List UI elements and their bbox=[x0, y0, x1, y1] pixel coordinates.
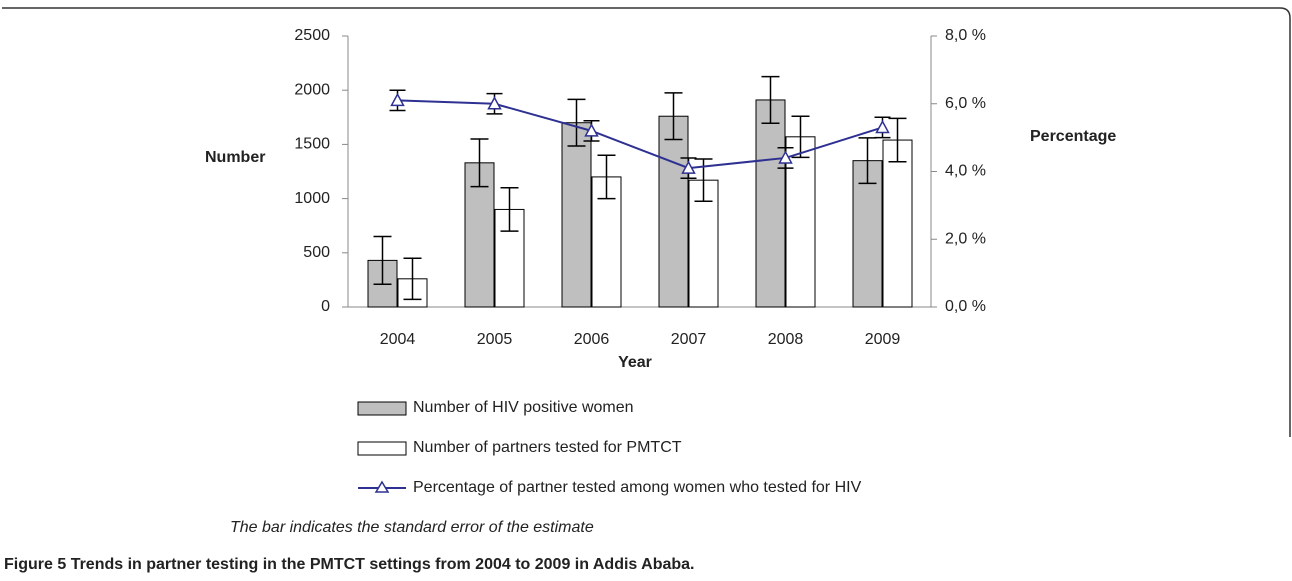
line bbox=[397, 99, 883, 170]
error-bar bbox=[470, 138, 489, 188]
marker bbox=[487, 96, 502, 110]
frame bbox=[2, 7, 1291, 437]
x-tick-label: 2006 bbox=[574, 331, 610, 348]
y-tick-label: 0 bbox=[321, 298, 330, 315]
error-bar bbox=[403, 257, 422, 301]
x-tick-label: 2009 bbox=[865, 331, 901, 348]
caption: Figure 5 Trends in partner testing in th… bbox=[4, 556, 695, 573]
y2-tick-label: 6,0 % bbox=[945, 95, 986, 112]
marker bbox=[778, 150, 793, 164]
marker bbox=[875, 119, 890, 134]
legend-label: Number of HIV positive women bbox=[413, 399, 634, 416]
bar bbox=[882, 139, 913, 308]
y2-tick-label: 0,0 % bbox=[945, 298, 986, 315]
y2-tick-label: 8,0 % bbox=[945, 27, 986, 44]
error-bar bbox=[888, 117, 907, 163]
y-axis-label: Number bbox=[205, 149, 265, 166]
legend-swatch bbox=[357, 441, 407, 456]
x-tick-label: 2008 bbox=[768, 331, 804, 348]
y-tick-label: 1500 bbox=[294, 136, 330, 153]
marker bbox=[390, 92, 405, 107]
error-bar bbox=[858, 137, 877, 185]
caption-text: Trends in partner testing in the PMTCT s… bbox=[71, 556, 695, 573]
legend-label: Number of partners tested for PMTCT bbox=[413, 439, 682, 456]
y-tick-label: 2500 bbox=[294, 27, 330, 44]
error-bar bbox=[597, 154, 616, 200]
caption-label: Figure 5 bbox=[4, 556, 66, 573]
bar bbox=[852, 160, 883, 308]
legend-swatch bbox=[357, 401, 407, 416]
y2-tick-label: 4,0 % bbox=[945, 163, 986, 180]
x-tick-label: 2004 bbox=[380, 331, 416, 348]
y-tick-label: 500 bbox=[303, 244, 330, 261]
y2-axis-label: Percentage bbox=[1030, 128, 1116, 145]
bar bbox=[755, 99, 786, 308]
error-bar bbox=[761, 75, 780, 125]
bar bbox=[561, 122, 592, 308]
error-bar bbox=[567, 98, 586, 147]
error-bar bbox=[791, 115, 810, 159]
error-bar bbox=[500, 187, 519, 232]
y2-tick-label: 2,0 % bbox=[945, 230, 986, 247]
bar bbox=[785, 136, 816, 308]
marker bbox=[584, 123, 599, 137]
marker bbox=[681, 160, 696, 174]
error-bar bbox=[664, 92, 683, 141]
x-axis-label: Year bbox=[618, 354, 652, 371]
legend-label: Percentage of partner tested among women… bbox=[413, 479, 862, 496]
legend-marker bbox=[374, 480, 390, 493]
x-tick-label: 2007 bbox=[671, 331, 707, 348]
y-tick-label: 1000 bbox=[294, 190, 330, 207]
bar bbox=[658, 115, 689, 308]
error-bar bbox=[373, 235, 392, 285]
y-tick-label: 2000 bbox=[294, 81, 330, 98]
note: The bar indicates the standard error of … bbox=[230, 519, 594, 536]
x-tick-label: 2005 bbox=[477, 331, 513, 348]
